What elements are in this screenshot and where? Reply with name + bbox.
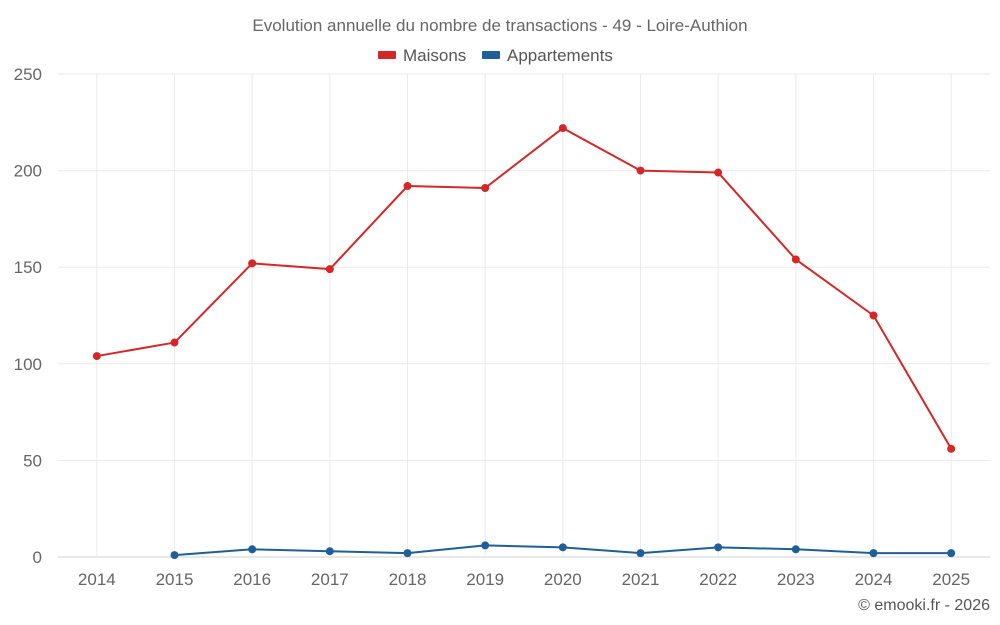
point-appartements-2020[interactable] [558, 543, 567, 552]
legend-swatch-maisons [378, 51, 396, 59]
x-tick-label-2022: 2022 [699, 570, 737, 589]
point-maisons-2019[interactable] [481, 183, 490, 192]
point-appartements-2017[interactable] [325, 547, 334, 556]
x-tick-label-2023: 2023 [777, 570, 815, 589]
legend: Maisons Appartements [378, 46, 613, 65]
legend-swatch-appartements [482, 51, 500, 59]
x-tick-label-2015: 2015 [156, 570, 194, 589]
series-line-maisons [96, 127, 953, 450]
point-maisons-2023[interactable] [791, 255, 800, 264]
y-axis-ticks: 0 50 100 150 200 250 [14, 65, 42, 567]
credit-text: © emooki.fr - 2026 [858, 597, 990, 614]
y-tick-label-100: 100 [14, 355, 42, 374]
point-maisons-2020[interactable] [558, 124, 567, 133]
x-tick-label-2017: 2017 [311, 570, 349, 589]
point-maisons-2016[interactable] [248, 259, 257, 268]
legend-label-maisons[interactable]: Maisons [403, 46, 466, 65]
point-appartements-2023[interactable] [791, 545, 800, 554]
point-maisons-2014[interactable] [92, 352, 101, 361]
point-maisons-2022[interactable] [714, 168, 723, 177]
x-axis-ticks: 2014 2015 2016 2017 2018 2019 2020 2021 2022 2023… [78, 570, 970, 589]
x-tick-label-2014: 2014 [78, 570, 116, 589]
point-appartements-2024[interactable] [869, 549, 878, 558]
point-maisons-2025[interactable] [947, 444, 956, 453]
point-appartements-2015[interactable] [170, 551, 179, 560]
x-tick-label-2020: 2020 [544, 570, 582, 589]
series-layer [92, 124, 956, 560]
point-appartements-2018[interactable] [403, 549, 412, 558]
x-tick-label-2021: 2021 [622, 570, 660, 589]
y-tick-label-150: 150 [14, 258, 42, 277]
x-tick-label-2025: 2025 [932, 570, 970, 589]
legend-label-appartements[interactable]: Appartements [507, 46, 613, 65]
grid [58, 73, 990, 558]
y-tick-label-0: 0 [33, 548, 42, 567]
point-maisons-2018[interactable] [403, 182, 412, 191]
x-tick-label-2024: 2024 [855, 570, 893, 589]
chart-title: Evolution annuelle du nombre de transact… [252, 16, 747, 35]
point-maisons-2024[interactable] [869, 311, 878, 320]
point-appartements-2022[interactable] [714, 543, 723, 552]
point-maisons-2017[interactable] [325, 265, 334, 274]
point-appartements-2019[interactable] [481, 541, 490, 550]
x-tick-label-2016: 2016 [233, 570, 271, 589]
point-appartements-2025[interactable] [947, 549, 956, 558]
x-tick-label-2018: 2018 [389, 570, 427, 589]
point-maisons-2021[interactable] [636, 166, 645, 175]
y-tick-label-50: 50 [23, 451, 42, 470]
point-appartements-2016[interactable] [248, 545, 257, 554]
point-maisons-2015[interactable] [170, 338, 179, 347]
y-tick-label-200: 200 [14, 162, 42, 181]
y-tick-label-250: 250 [14, 65, 42, 84]
x-tick-label-2019: 2019 [466, 570, 504, 589]
point-appartements-2021[interactable] [636, 549, 645, 558]
